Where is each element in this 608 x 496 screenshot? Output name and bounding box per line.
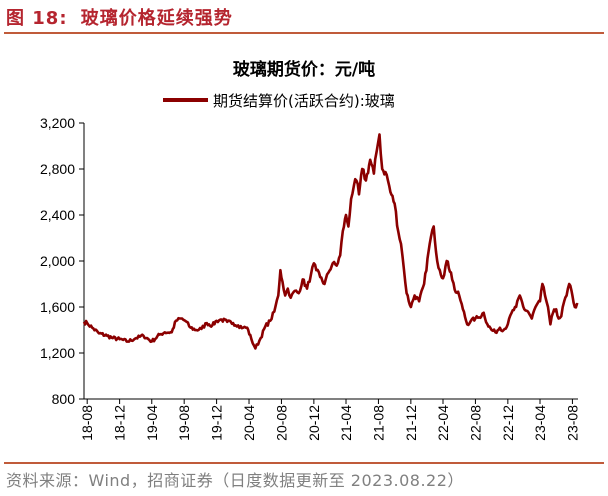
x-tick-label: 23-08 bbox=[564, 405, 580, 441]
legend: 期货结算价(活跃合约):玻璃 bbox=[163, 92, 395, 110]
x-tick-label: 20-08 bbox=[273, 405, 289, 441]
x-tick-label: 19-12 bbox=[209, 405, 225, 441]
line-chart: 玻璃期货价：元/吨 期货结算价(活跃合约):玻璃 800 1,200 1,600 2,… bbox=[40, 59, 580, 441]
y-tick-label: 2,000 bbox=[40, 253, 75, 269]
x-tick-label: 18-08 bbox=[79, 405, 95, 441]
legend-label: 期货结算价(活跃合约):玻璃 bbox=[213, 92, 395, 110]
y-tick-label: 800 bbox=[52, 391, 76, 407]
x-tick-label: 22-12 bbox=[500, 405, 516, 441]
top-divider bbox=[4, 32, 604, 34]
figure-title: 图 18: 玻璃价格延续强势 bbox=[6, 4, 233, 30]
figure-title-text: 玻璃价格延续强势 bbox=[80, 8, 233, 29]
axes: 800 1,200 1,600 2,000 2,400 2,800 3,200 18-08 18… bbox=[40, 115, 580, 441]
x-tick-label: 18-12 bbox=[112, 405, 128, 441]
x-tick-label: 21-08 bbox=[370, 405, 386, 441]
y-tick-label: 2,400 bbox=[40, 207, 75, 223]
y-tick-label: 3,200 bbox=[40, 115, 75, 131]
x-tick-label: 20-04 bbox=[241, 405, 257, 441]
x-tick-label: 20-12 bbox=[306, 405, 322, 441]
x-tick-label: 19-08 bbox=[176, 405, 192, 441]
y-tick-label: 1,200 bbox=[40, 345, 75, 361]
x-tick-label: 23-04 bbox=[532, 405, 548, 441]
x-tick-label: 19-04 bbox=[144, 405, 160, 441]
plot-area bbox=[82, 133, 579, 350]
x-tick-label: 22-04 bbox=[435, 405, 451, 441]
figure-label: 图 18: bbox=[6, 8, 68, 29]
chart-title: 玻璃期货价：元/吨 bbox=[233, 59, 375, 80]
source-note: 资料来源：Wind，招商证券（日度数据更新至 2023.08.22） bbox=[6, 471, 464, 490]
x-tick-label: 21-12 bbox=[403, 405, 419, 441]
series-line bbox=[82, 133, 579, 350]
x-tick-label: 22-08 bbox=[467, 405, 483, 441]
y-tick-label: 1,600 bbox=[40, 299, 75, 315]
bottom-divider bbox=[4, 462, 604, 464]
y-tick-label: 2,800 bbox=[40, 161, 75, 177]
x-tick-label: 21-04 bbox=[338, 405, 354, 441]
